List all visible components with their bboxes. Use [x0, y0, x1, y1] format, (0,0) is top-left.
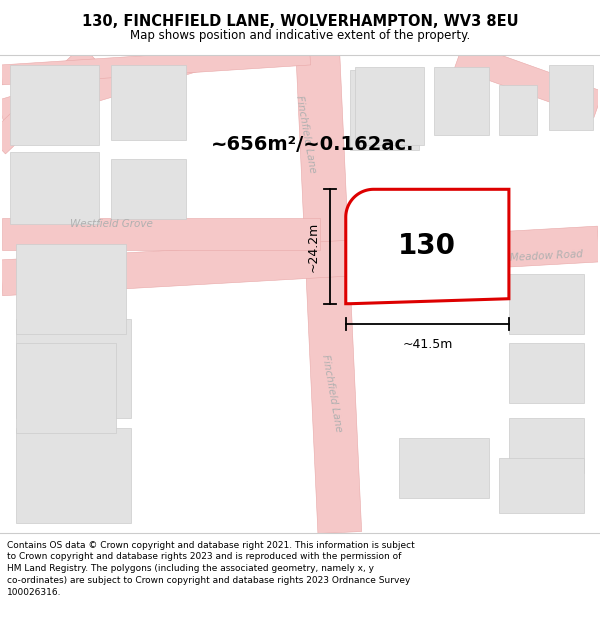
- Bar: [16, 428, 131, 522]
- Text: ~656m²/~0.162ac.: ~656m²/~0.162ac.: [211, 135, 414, 154]
- Bar: [509, 274, 584, 334]
- Bar: [509, 344, 584, 403]
- Bar: [350, 70, 419, 149]
- Polygon shape: [2, 218, 320, 250]
- Text: Meadow Road: Meadow Road: [383, 259, 456, 272]
- Bar: [16, 319, 131, 418]
- Bar: [111, 65, 185, 139]
- Text: ~41.5m: ~41.5m: [402, 338, 452, 351]
- Polygon shape: [296, 54, 362, 534]
- Bar: [111, 159, 185, 219]
- Bar: [355, 67, 424, 144]
- Bar: [548, 65, 593, 129]
- Polygon shape: [454, 42, 600, 118]
- Polygon shape: [1, 45, 311, 85]
- Bar: [509, 418, 584, 472]
- Text: 130: 130: [398, 232, 457, 261]
- Text: ~24.2m: ~24.2m: [307, 221, 320, 272]
- Text: Meadow Road: Meadow Road: [510, 249, 583, 263]
- Text: Finchfield Lane: Finchfield Lane: [320, 354, 344, 433]
- Bar: [10, 152, 99, 224]
- Polygon shape: [0, 41, 205, 129]
- Bar: [434, 67, 489, 134]
- Bar: [16, 244, 126, 334]
- Bar: [10, 65, 99, 144]
- Text: Contains OS data © Crown copyright and database right 2021. This information is : Contains OS data © Crown copyright and d…: [7, 541, 415, 597]
- Text: Westfield Grove: Westfield Grove: [70, 219, 152, 229]
- Polygon shape: [1, 226, 599, 296]
- Polygon shape: [0, 46, 100, 154]
- Text: Finchfield Lane: Finchfield Lane: [294, 95, 318, 174]
- Text: 130, FINCHFIELD LANE, WOLVERHAMPTON, WV3 8EU: 130, FINCHFIELD LANE, WOLVERHAMPTON, WV3…: [82, 14, 518, 29]
- Bar: [400, 438, 489, 498]
- Bar: [499, 85, 537, 134]
- Bar: [16, 344, 116, 433]
- Polygon shape: [346, 189, 509, 304]
- Bar: [499, 458, 584, 512]
- Text: Map shows position and indicative extent of the property.: Map shows position and indicative extent…: [130, 29, 470, 42]
